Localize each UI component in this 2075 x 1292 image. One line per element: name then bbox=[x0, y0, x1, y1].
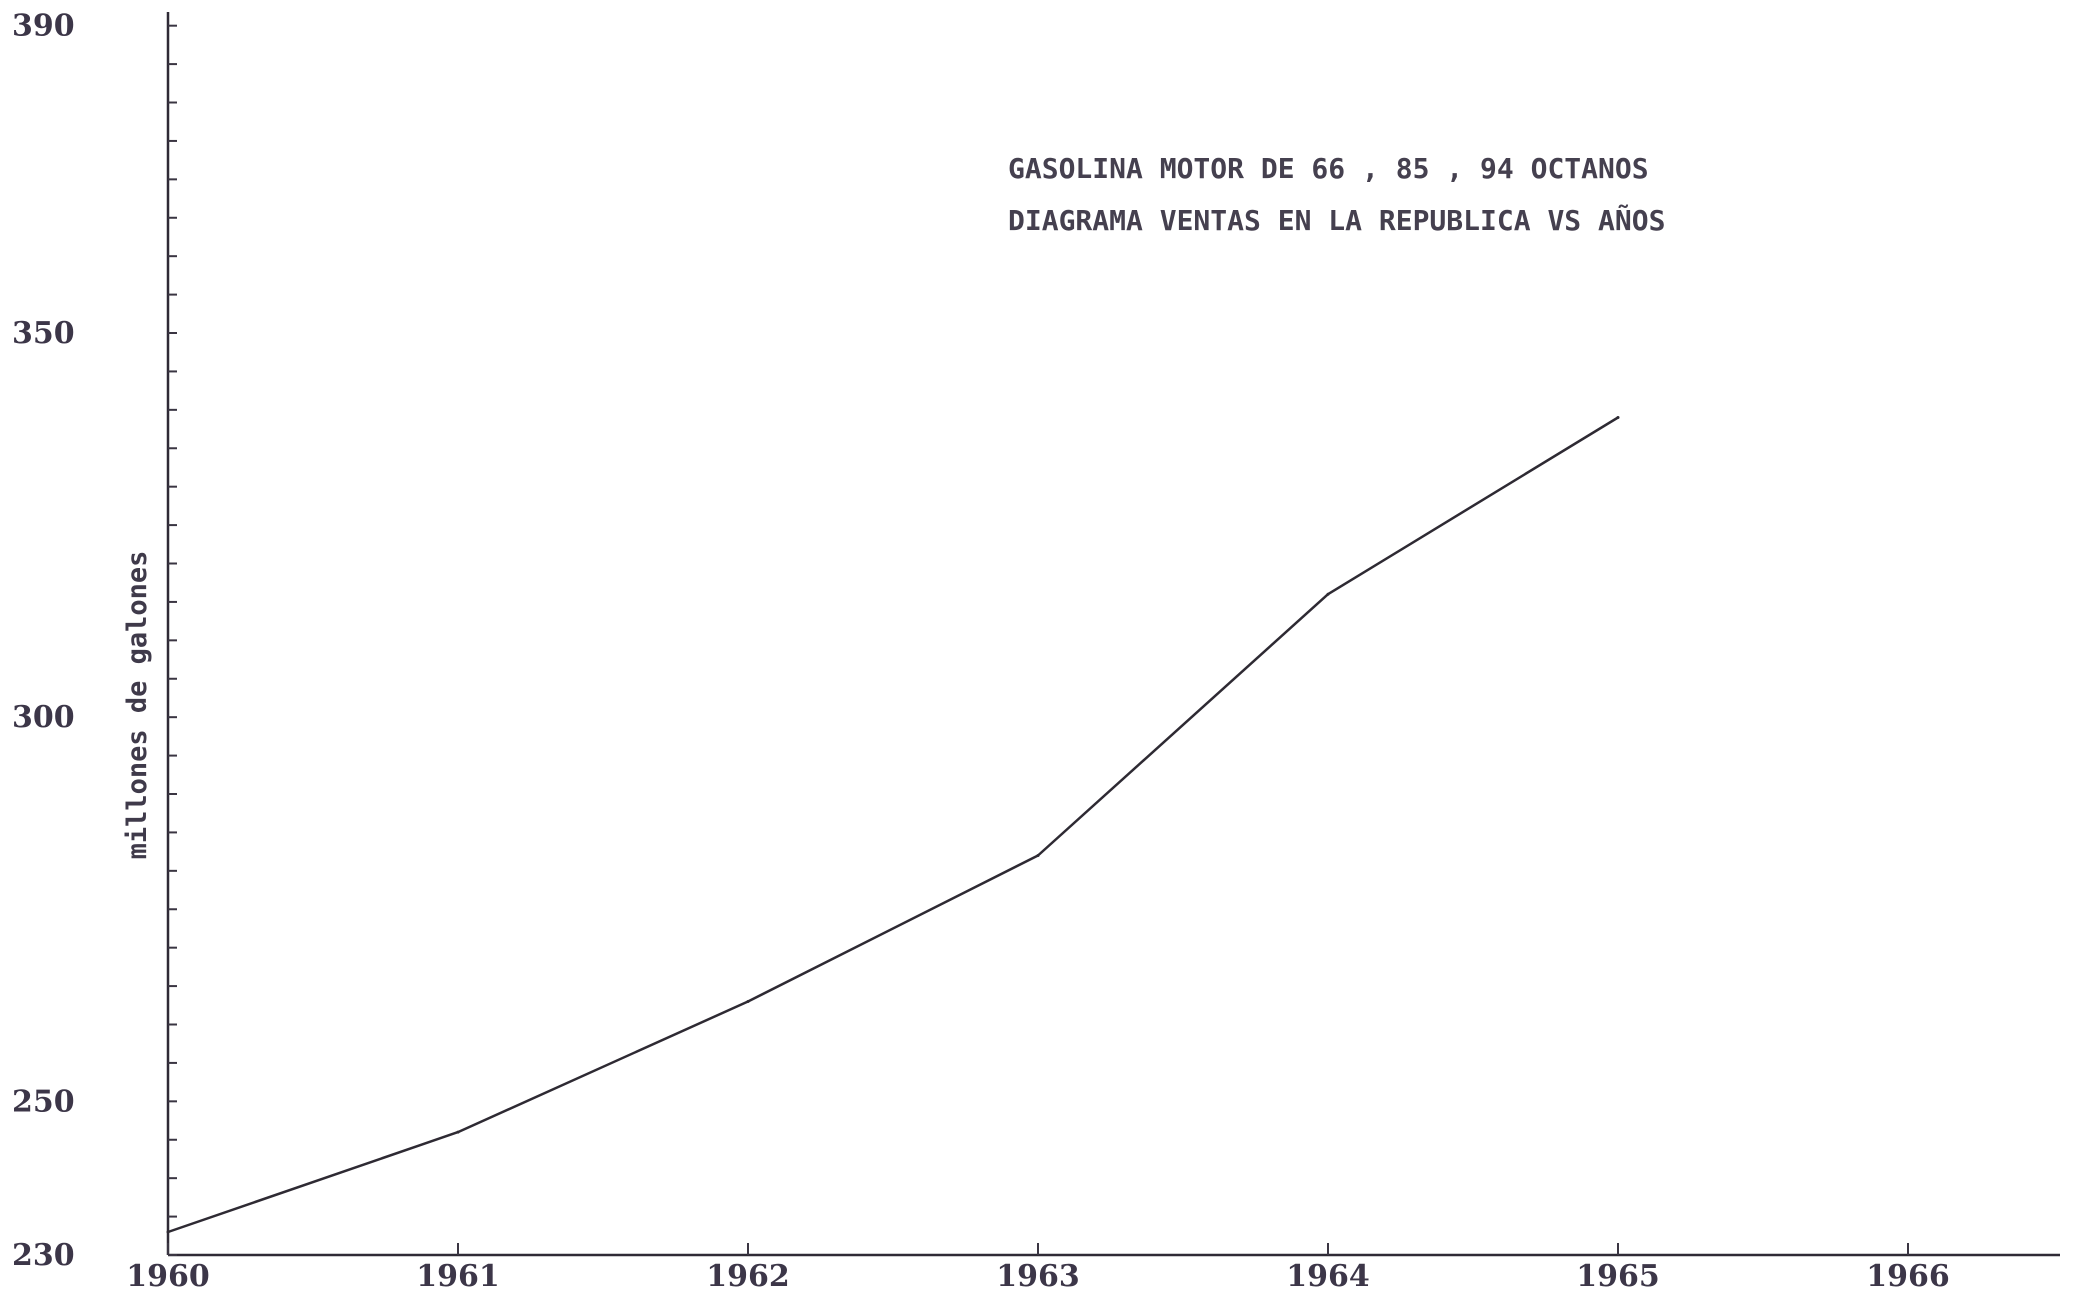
series-line-0 bbox=[167, 416, 1619, 1234]
x-tick-label-1963: 1963 bbox=[996, 1259, 1080, 1292]
x-tick-label-1961: 1961 bbox=[416, 1259, 500, 1292]
data-point-1963 bbox=[1036, 854, 1040, 857]
y-tick-label-350: 350 bbox=[12, 316, 75, 351]
data-point-1964 bbox=[1326, 592, 1330, 596]
data-point-1960 bbox=[166, 1230, 170, 1234]
chart-title-line-1: GASOLINA MOTOR DE 66 , 85 , 94 OCTANOS bbox=[1008, 152, 1649, 185]
axes bbox=[166, 12, 2060, 1257]
data-point-1962 bbox=[746, 1000, 750, 1003]
x-tick-label-1964: 1964 bbox=[1286, 1259, 1370, 1292]
data-point-1961 bbox=[456, 1130, 460, 1134]
x-tick-label-1960: 1960 bbox=[126, 1259, 210, 1292]
y-tick-label-390: 390 bbox=[12, 9, 75, 44]
chart-title-line-2: DIAGRAMA VENTAS EN LA REPUBLICA VS AÑOS bbox=[1008, 203, 1665, 237]
chart-title: GASOLINA MOTOR DE 66 , 85 , 94 OCTANOS D… bbox=[1008, 152, 1665, 237]
x-tick-label-1962: 1962 bbox=[706, 1259, 790, 1292]
y-tick-label-250: 250 bbox=[12, 1084, 75, 1119]
y-axis-ticks: 230 250 300 350 390 bbox=[12, 9, 177, 1273]
x-axis-ticks: 1960 1961 1962 1963 1964 1965 1966 bbox=[126, 1243, 1950, 1292]
x-tick-label-1965: 1965 bbox=[1576, 1259, 1660, 1292]
data-point-1965 bbox=[1616, 416, 1620, 419]
y-tick-label-230: 230 bbox=[12, 1238, 75, 1273]
y-tick-label-300: 300 bbox=[12, 700, 75, 735]
x-tick-label-1966: 1966 bbox=[1866, 1259, 1950, 1292]
data-series bbox=[166, 416, 1620, 1234]
y-axis-label: millones de galones bbox=[122, 551, 153, 860]
